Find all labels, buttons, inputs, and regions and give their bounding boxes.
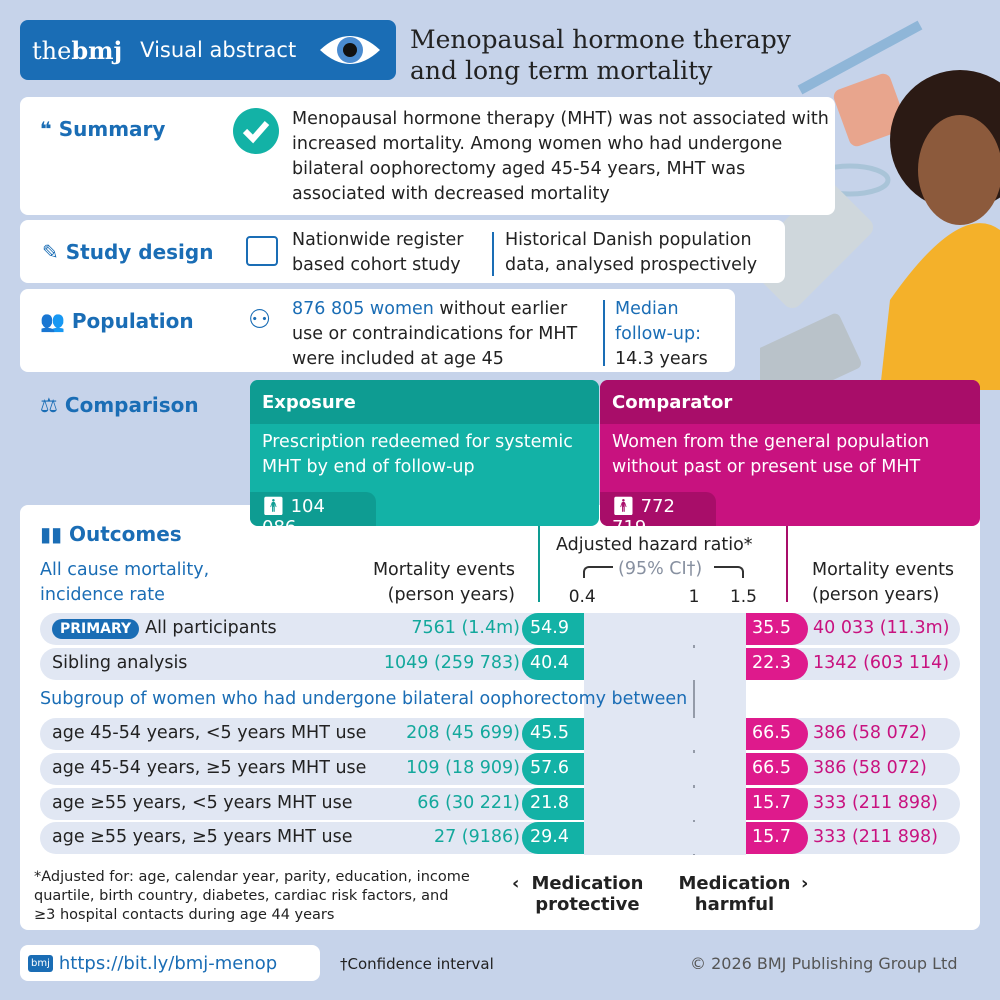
exposure-text: Prescription redeemed for systemic MHT b…	[262, 432, 573, 477]
events-left-header: Mortality events (person years)	[372, 560, 515, 605]
table-row: age 45-54 years, ≥5 years MHT use 109 (1…	[40, 753, 960, 785]
comparator-rate: 22.3	[746, 648, 808, 680]
protective-label: ‹ Medication protective	[512, 873, 644, 915]
eye-icon	[320, 36, 381, 64]
comparator-box: Comparator Women from the general popula…	[600, 380, 980, 526]
divider	[492, 232, 494, 276]
exposure-box: Exposure Prescription redeemed for syste…	[250, 380, 599, 526]
comparator-events: 40 033 (11.3m)	[813, 618, 950, 638]
comparator-events: 333 (211 898)	[813, 827, 938, 847]
row-label: PRIMARY All participants	[52, 618, 277, 639]
study-design-heading: ✎ Study design	[42, 240, 214, 264]
comparator-text: Women from the general population withou…	[612, 432, 930, 477]
divider	[603, 300, 605, 366]
population-text: 876 805 women without earlier use or con…	[292, 299, 578, 369]
outcomes-panel	[20, 505, 980, 930]
person-icon: 🚹︎	[612, 496, 635, 517]
tick-label: 1	[689, 587, 700, 607]
ci-bracket-left	[583, 566, 613, 578]
outcomes-heading: ▮▮ Outcomes	[40, 522, 182, 546]
comparator-rate: 15.7	[746, 788, 808, 820]
table-row: age ≥55 years, <5 years MHT use 66 (30 2…	[40, 788, 960, 820]
comparison-heading: ⚖ Comparison	[40, 393, 199, 417]
comparator-rate: 15.7	[746, 822, 808, 854]
comparator-events: 386 (58 072)	[813, 758, 927, 778]
ci-bracket-right	[714, 566, 744, 578]
person-icon: 🚹︎	[262, 496, 285, 517]
id-card-icon	[246, 236, 278, 266]
row-label: age 45-54 years, ≥5 years MHT use	[52, 758, 367, 778]
table-row: age ≥55 years, ≥5 years MHT use 27 (9186…	[40, 822, 960, 854]
comparator-events: 386 (58 072)	[813, 723, 927, 743]
bar-chart-icon: ▮▮	[40, 522, 63, 546]
mht-rate: 54.9	[522, 613, 584, 645]
mht-rate: 45.5	[522, 718, 584, 750]
bmj-header: thebmj Visual abstract	[20, 20, 396, 80]
study-design-col2: Historical Danish population data, analy…	[505, 230, 758, 275]
tick-label: 0.4	[569, 587, 596, 607]
mht-events: 109 (18 909)	[406, 758, 520, 778]
mht-rate: 21.8	[522, 788, 584, 820]
summary-text: Menopausal hormone therapy (MHT) was not…	[292, 109, 829, 204]
row-label: age ≥55 years, <5 years MHT use	[52, 793, 353, 813]
mht-events: 1049 (259 783)	[383, 653, 520, 673]
comparator-events: 1342 (603 114)	[813, 653, 950, 673]
bmj-logo: thebmj	[32, 35, 123, 65]
row-label: Sibling analysis	[52, 653, 188, 673]
summary-panel	[20, 97, 835, 215]
quote-icon: ❝	[40, 117, 52, 141]
comparator-title: Comparator	[600, 380, 980, 424]
hr-title: Adjusted hazard ratio*	[556, 535, 753, 555]
footer-link[interactable]: https://bit.ly/bmj-menop	[58, 952, 278, 974]
mht-rate: 40.4	[522, 648, 584, 680]
mht-events: 7561 (1.4m)	[411, 618, 520, 638]
ci-note: †Confidence interval	[340, 955, 494, 973]
harmful-label: Medication harmful ›	[678, 873, 809, 915]
header-label: Visual abstract	[140, 38, 297, 62]
row-label: age ≥55 years, ≥5 years MHT use	[52, 827, 353, 847]
population-heading: 👥 Population	[40, 309, 194, 333]
table-row: Sibling analysis 1049 (259 783) 40.4 22.…	[40, 648, 960, 680]
median-followup: Median follow-up: 14.3 years	[615, 299, 708, 369]
table-row: age 45-54 years, <5 years MHT use 208 (4…	[40, 718, 960, 750]
study-design-col1: Nationwide register based cohort study	[292, 230, 464, 275]
people-icon: 👥	[40, 309, 65, 333]
exposure-count: 🚹︎ 104 086	[250, 492, 376, 526]
ci-label: (95% CI†)	[618, 559, 703, 579]
mht-events: 27 (9186)	[433, 827, 520, 847]
exposure-title: Exposure	[250, 380, 599, 424]
mht-events: 208 (45 699)	[406, 723, 520, 743]
study-design-panel	[20, 220, 785, 283]
table-row: PRIMARY All participants 7561 (1.4m) 54.9…	[40, 613, 960, 645]
footnote: *Adjusted for: age, calendar year, parit…	[34, 869, 470, 923]
outcomes-subheading: All cause mortality, incidence rate	[40, 560, 210, 605]
mht-rate: 29.4	[522, 822, 584, 854]
check-circle-icon	[233, 108, 279, 154]
events-right-header: Mortality events (person years)	[812, 560, 955, 605]
primary-badge: PRIMARY	[52, 619, 140, 639]
comparator-count: 🚹︎ 772 719	[600, 492, 716, 526]
summary-heading: ❝ Summary	[40, 117, 166, 141]
arrow-exposure	[538, 526, 540, 602]
comparator-rate: 66.5	[746, 753, 808, 785]
scales-icon: ⚖	[40, 393, 58, 417]
comparator-rate: 35.5	[746, 613, 808, 645]
arrow-comparator	[786, 526, 788, 602]
comparator-rate: 66.5	[746, 718, 808, 750]
tick-label: 1.5	[730, 587, 757, 607]
mht-events: 66 (30 221)	[417, 793, 520, 813]
population-panel	[20, 289, 735, 372]
pencil-icon: ✎	[42, 240, 59, 264]
row-label: age 45-54 years, <5 years MHT use	[52, 723, 367, 743]
women-icon: ⚇	[248, 305, 272, 335]
copyright: © 2026 BMJ Publishing Group Ltd	[690, 954, 958, 973]
subgroup-heading: Subgroup of women who had undergone bila…	[40, 689, 688, 709]
page-title: Menopausal hormone therapy and long term …	[410, 25, 791, 85]
mht-rate: 57.6	[522, 753, 584, 785]
bmj-badge-icon: bmj	[28, 954, 53, 972]
comparator-events: 333 (211 898)	[813, 793, 938, 813]
footer-link-box[interactable]: bmj https://bit.ly/bmj-menop	[20, 945, 320, 981]
